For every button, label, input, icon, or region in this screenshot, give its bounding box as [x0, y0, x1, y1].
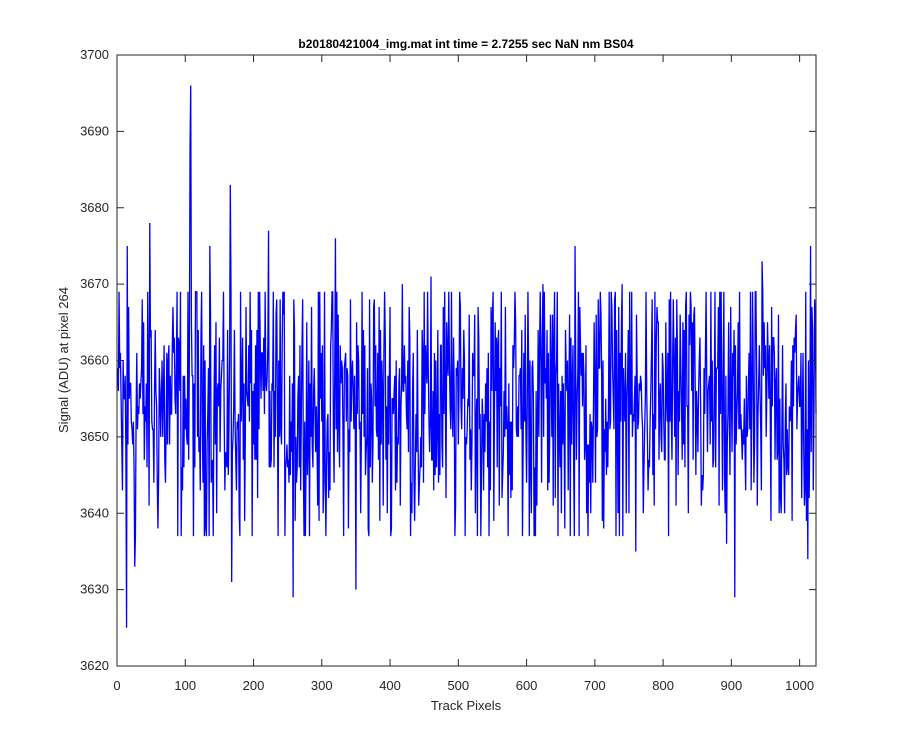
y-tick-label: 3650: [80, 429, 109, 444]
x-tick-label: 900: [721, 678, 743, 693]
y-tick-label: 3700: [80, 47, 109, 62]
chart-title: b20180421004_img.mat int time = 2.7255 s…: [298, 37, 634, 51]
y-tick-label: 3630: [80, 582, 109, 597]
x-tick-label: 1000: [785, 678, 814, 693]
series-layer: [117, 85, 817, 628]
x-tick-label: 300: [311, 678, 333, 693]
x-axis-label: Track Pixels: [431, 698, 502, 713]
axes-box: [116, 54, 817, 667]
x-tick-label: 200: [243, 678, 265, 693]
x-tick-label: 600: [516, 678, 538, 693]
y-tick-label: 3660: [80, 353, 109, 368]
x-tick-label: 100: [174, 678, 196, 693]
y-tick-label: 3690: [80, 123, 109, 138]
signal-series-line: [117, 85, 817, 628]
x-tick-label: 500: [447, 678, 469, 693]
y-axis-label: Signal (ADU) at pixel 264: [56, 287, 71, 433]
x-tick-label: 700: [584, 678, 606, 693]
ticks-layer: 0 100 200 300 400 500 600 700 800 900 1000 3620 3630…: [80, 47, 816, 693]
y-tick-label: 3670: [80, 276, 109, 291]
y-tick-label: 3620: [80, 658, 109, 673]
x-tick-label: 800: [652, 678, 674, 693]
x-tick-label: 0: [113, 678, 120, 693]
y-tick-label: 3640: [80, 505, 109, 520]
y-tick-label: 3680: [80, 200, 109, 215]
x-tick-label: 400: [379, 678, 401, 693]
